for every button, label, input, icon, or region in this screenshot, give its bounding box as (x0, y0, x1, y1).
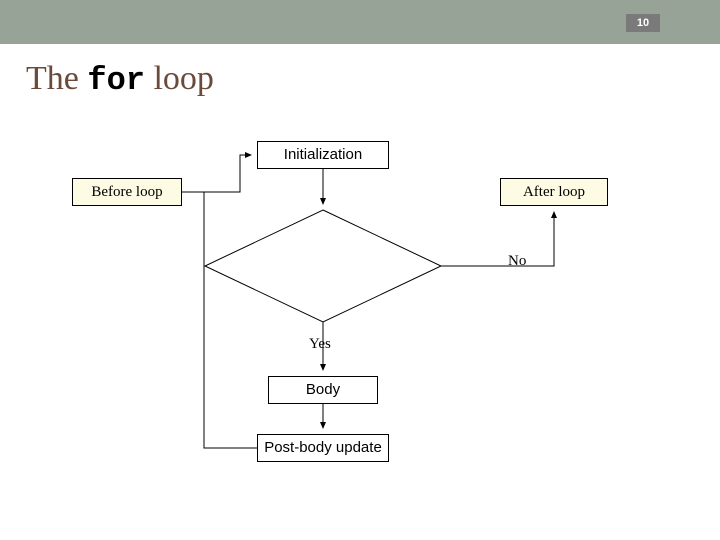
node-decision-line1: Is the boolean (276, 248, 370, 265)
edge-post-loop-back (204, 192, 257, 448)
node-body-label: Body (306, 381, 340, 399)
node-before-loop: Before loop (72, 178, 182, 206)
node-post-body-label: Post-body update (264, 439, 382, 457)
title-part-the: The (26, 60, 87, 97)
title-part-loop: loop (145, 60, 214, 97)
node-decision: Is the boolean expression true? (243, 248, 403, 282)
node-initialization: Initialization (257, 141, 389, 169)
slide-title: The for loop (26, 60, 214, 99)
slide-number: 10 (626, 14, 660, 32)
label-no: No (508, 253, 526, 270)
node-decision-line2: expression true? (268, 265, 379, 282)
node-after-loop: After loop (500, 178, 608, 206)
node-body: Body (268, 376, 378, 404)
title-part-for: for (87, 62, 145, 99)
edge-before-to-init (182, 155, 251, 192)
node-post-body: Post-body update (257, 434, 389, 462)
edge-diamond-to-after (441, 212, 554, 266)
label-yes: Yes (309, 336, 331, 353)
node-before-loop-label: Before loop (91, 183, 162, 201)
node-initialization-label: Initialization (284, 146, 362, 164)
node-after-loop-label: After loop (523, 183, 585, 201)
header-bar (0, 0, 720, 44)
